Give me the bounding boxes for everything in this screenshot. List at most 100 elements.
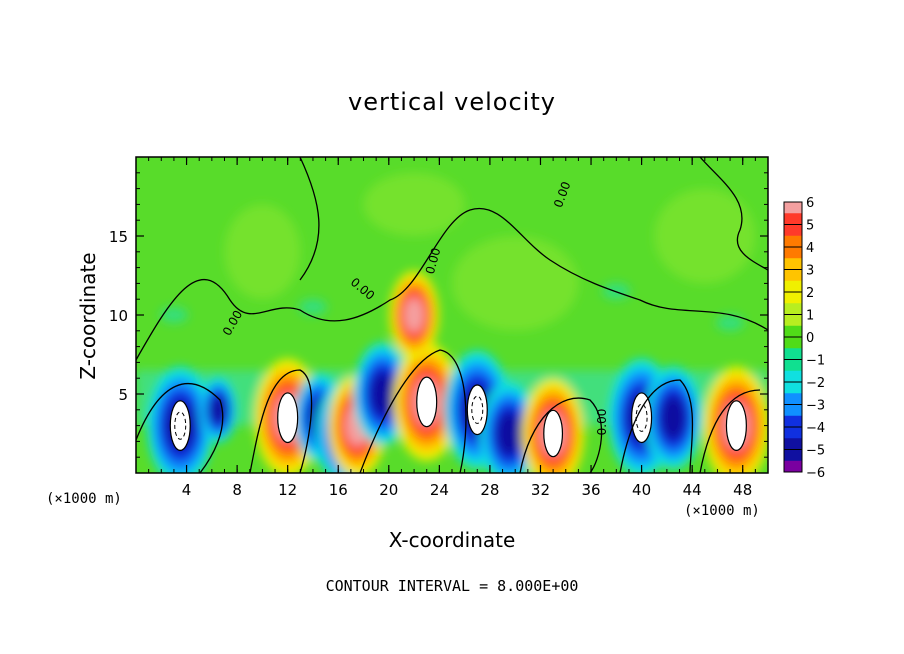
colorbar-segment [784,427,802,439]
x-tick-label: 24 [430,481,449,499]
colorbar-segment [784,247,802,259]
field-soft-layer [136,172,768,473]
colorbar-segment [784,382,802,394]
colorbar-segment [784,269,802,282]
contour-magnitude [466,384,488,436]
contour-negative [635,403,648,432]
colorbar-segment [784,393,802,405]
x-tick-label: 20 [379,481,398,499]
field-core-positive [543,410,563,457]
field-patch [224,204,301,300]
contour-zero [619,379,694,473]
colorbar-segment [784,337,802,349]
colorbar-segment [784,280,802,293]
contour-zero [136,207,768,361]
colorbar-label: 3 [806,264,814,279]
field-cell-negative [369,371,396,417]
y-axis-ticks: 5 10 15 [109,172,768,458]
colorbar-label: 2 [806,286,814,301]
field-cell-negative [496,410,522,457]
colorbar-segment [784,370,802,383]
contour-zero [699,157,768,271]
contour-interval-note: CONTOUR INTERVAL = 8.000E+00 [325,577,579,595]
colorbar-segment [784,359,802,372]
y-tick-label: 10 [109,307,128,325]
contour-label: 0.00 [423,246,443,275]
x-tick-label: 4 [182,481,192,499]
colorbar-segment [784,460,802,473]
x-tick-label: 40 [632,481,651,499]
x-tick-label: 36 [581,481,600,499]
colorbar: 6 5 4 3 2 1 0 −1 −2 −3 −4 −5 −6 [783,196,825,481]
colorbar-label: 5 [806,219,814,234]
colorbar-segment [784,292,802,304]
x-unit-label-left: (×1000 m) [46,491,122,507]
y-tick-label: 5 [118,386,128,404]
field-patch [654,188,756,284]
x-tick-label: 16 [329,481,348,499]
field-core-positive [277,392,298,443]
colorbar-segment [784,348,802,360]
field-patch [452,236,579,331]
x-tick-label: 12 [278,481,297,499]
field-core-positive [726,400,747,451]
field-patch [716,314,745,331]
x-tick-label: 32 [531,481,550,499]
colorbar-label: −1 [806,354,825,369]
x-axis-ticks: 4 8 12 16 20 24 28 32 36 40 44 48 [148,157,756,499]
colorbar-label: 4 [806,241,814,256]
x-tick-label: 48 [733,481,752,499]
y-axis-label: Z-coordinate [76,252,100,380]
colorbar-segment [784,438,802,450]
contour-lines: 0.000.000.000.000.00 [136,157,768,473]
colorbar-label: −3 [806,399,825,414]
colorbar-label: −6 [806,466,825,481]
field-patch [363,172,465,236]
contour-magnitude [725,400,747,451]
contour-zero [359,349,467,473]
field-patch [159,307,188,323]
colorbar-segment [784,213,802,225]
colorbar-segment [784,404,802,417]
contour-zero [249,369,313,473]
chart-title: vertical velocity [348,88,556,116]
contour-magnitude [416,376,438,428]
field-core-negative [631,392,652,443]
field-patch [298,299,327,316]
contour-negative [471,395,484,424]
field-core-negative [170,400,191,451]
colorbar-label: 1 [806,309,814,324]
colorbar-segment [784,258,802,270]
field-cell-negative [660,395,686,441]
colorbar-segment [784,325,802,338]
colorbar-segment [784,235,802,248]
contour-zero [299,157,320,281]
contour-negative [174,411,187,440]
x-tick-label: 28 [480,481,499,499]
colorbar-label: 0 [806,331,814,346]
field-cell-negative [210,395,227,425]
contour-magnitude [631,392,653,444]
x-unit-label-right: (×1000 m) [684,503,760,519]
colorbar-segment [784,449,802,462]
contour-zero [519,397,603,473]
colorbar-label: −4 [806,421,825,436]
contour-magnitude [543,409,564,458]
colorbar-label: −5 [806,444,825,459]
x-tick-label: 8 [232,481,242,499]
contour-magnitude [169,400,191,451]
contour-magnitude [277,392,299,444]
colorbar-segment [784,415,802,428]
colorbar-segment [784,224,802,237]
colorbar-label: −2 [806,376,825,391]
x-tick-label: 44 [683,481,702,499]
contour-zero [136,383,224,473]
field-cell-positive [404,297,424,333]
x-axis-label: X-coordinate [388,528,516,552]
y-tick-label: 15 [109,228,128,246]
colorbar-segment [784,303,802,315]
contour-label: 0.00 [595,409,609,436]
colorbar-label: 6 [806,196,814,211]
